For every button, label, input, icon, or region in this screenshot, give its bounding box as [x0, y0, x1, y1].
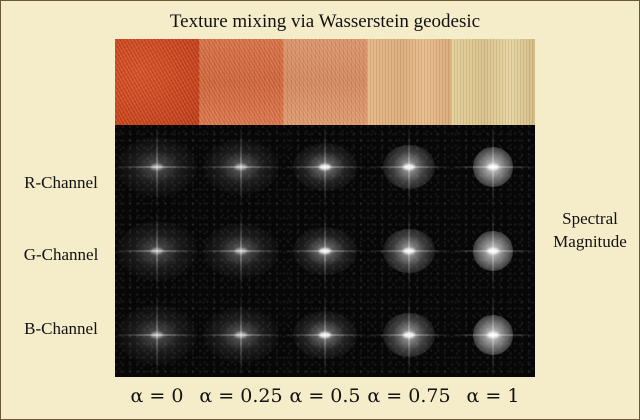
- spectrum-core: [403, 332, 415, 338]
- texture-alpha-0.5: [283, 39, 367, 125]
- alpha-label-1: α = 1: [466, 385, 520, 407]
- spectrum-noise: [115, 209, 199, 293]
- spectrum-noise: [115, 125, 199, 209]
- spectrum-b-alpha-0.25: [199, 293, 283, 377]
- spectrum-g-alpha-0: [115, 209, 199, 293]
- spectrum-hline: [199, 166, 283, 168]
- spectrum-r-alpha-0.25: [199, 125, 283, 209]
- spectral-label-line1: Spectral: [562, 209, 618, 228]
- spectrum-core: [487, 248, 499, 254]
- texture-alpha-0: [115, 39, 199, 125]
- spectrum-r-alpha-0.5: [283, 125, 367, 209]
- row-label-r-channel: R-Channel: [24, 173, 98, 192]
- spectrum-core: [235, 164, 247, 170]
- spectrum-vline: [156, 125, 158, 209]
- spectrum-hline: [115, 334, 199, 336]
- spectrum-b-alpha-1: [451, 293, 535, 377]
- spectrum-noise: [199, 209, 283, 293]
- spectrum-vline: [240, 125, 242, 209]
- spectrum-hline: [115, 250, 199, 252]
- spectrum-hline: [199, 334, 283, 336]
- spectrum-core: [487, 332, 499, 338]
- spectrum-noise: [199, 125, 283, 209]
- spectrum-core: [403, 164, 415, 170]
- spectrum-core: [235, 248, 247, 254]
- alpha-label-0.75: α = 0.75: [367, 385, 451, 407]
- row-label-g-channel: G-Channel: [23, 245, 99, 264]
- spectrum-r-alpha-1: [451, 125, 535, 209]
- spectrum-noise: [115, 293, 199, 377]
- alpha-label-0.25: α = 0.25: [199, 385, 283, 407]
- spectrum-hline: [115, 166, 199, 168]
- spectrum-noise: [199, 293, 283, 377]
- spectrum-core: [235, 332, 247, 338]
- spectrum-g-alpha-1: [451, 209, 535, 293]
- spectrum-vline: [240, 293, 242, 377]
- spectrum-blob: [203, 307, 279, 363]
- spectrum-g-alpha-0.5: [283, 209, 367, 293]
- texture-alpha-0.75: [367, 39, 451, 125]
- spectrum-r-alpha-0.75: [367, 125, 451, 209]
- spectrum-b-alpha-0.75: [367, 293, 451, 377]
- spectral-magnitude-label: Spectral Magnitude: [541, 207, 639, 253]
- texture-alpha-0.25: [199, 39, 283, 125]
- alpha-label-0.5: α = 0.5: [289, 385, 361, 407]
- spectrum-vline: [156, 209, 158, 293]
- spectrum-blob: [117, 305, 197, 365]
- spectrum-core: [151, 248, 163, 254]
- spectrum-core: [151, 332, 163, 338]
- spectrum-core: [151, 164, 163, 170]
- spectrum-hline: [199, 250, 283, 252]
- spectrum-b-alpha-0: [115, 293, 199, 377]
- spectrum-g-alpha-0.75: [367, 209, 451, 293]
- spectrum-vline: [240, 209, 242, 293]
- figure-title: Texture mixing via Wasserstein geodesic: [169, 11, 481, 32]
- spectrum-core: [403, 248, 415, 254]
- spectral-label-line2: Magnitude: [553, 232, 627, 251]
- spectrum-core: [319, 248, 331, 254]
- row-label-b-channel: B-Channel: [24, 319, 98, 338]
- spectrum-core: [487, 164, 499, 170]
- spectrum-core: [319, 332, 331, 338]
- alpha-label-0: α = 0: [130, 385, 184, 407]
- spectral-magnitude-grid: [115, 125, 535, 377]
- spectrum-g-alpha-0.25: [199, 209, 283, 293]
- spectrum-blob: [117, 137, 197, 197]
- spectrum-b-alpha-0.5: [283, 293, 367, 377]
- spectrum-blob: [203, 139, 279, 195]
- spectrum-r-alpha-0: [115, 125, 199, 209]
- spectrum-core: [319, 164, 331, 170]
- texture-alpha-1: [451, 39, 535, 125]
- spectrum-vline: [156, 293, 158, 377]
- spectrum-blob: [117, 221, 197, 281]
- spectrum-blob: [203, 223, 279, 279]
